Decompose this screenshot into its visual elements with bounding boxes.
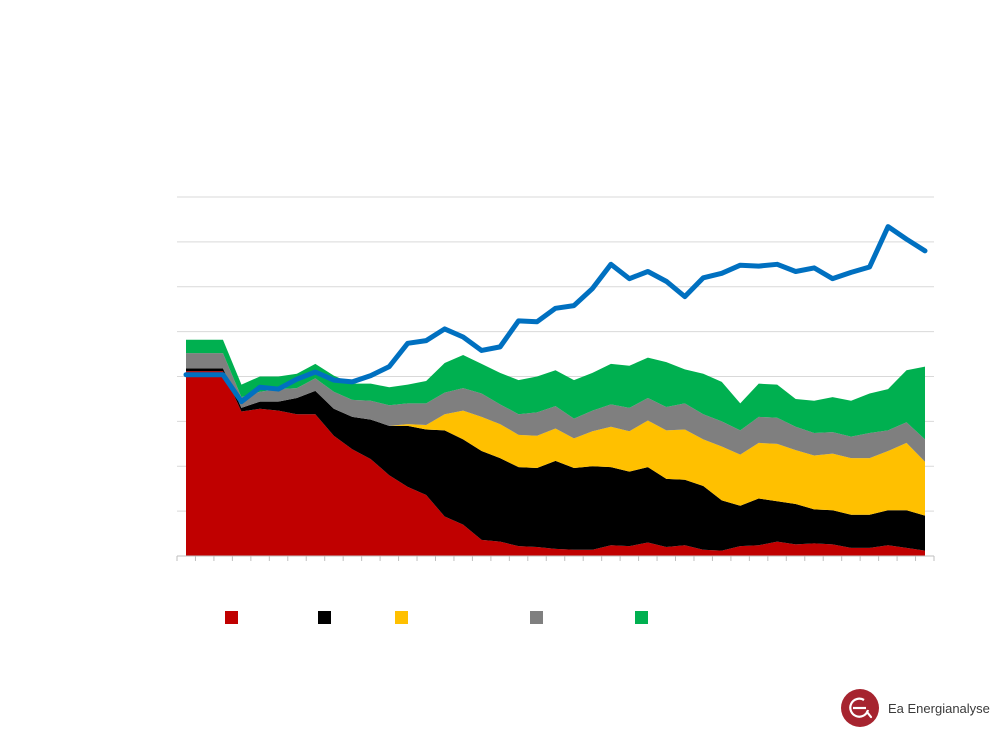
legend [225, 611, 648, 624]
area-series-3 [186, 368, 925, 516]
brand-name: Ea Energianalyse [888, 700, 990, 716]
legend-swatch-4 [530, 611, 543, 624]
brand-logo: Ea Energianalyse [840, 688, 990, 728]
legend-swatch-5 [635, 611, 648, 624]
area-series-5 [186, 339, 925, 440]
legend-swatch-2 [318, 611, 331, 624]
stacked-areas [186, 339, 925, 556]
line-series [183, 224, 928, 405]
area-series-2 [186, 368, 925, 551]
area-series-1 [186, 371, 925, 556]
area-series-4 [186, 353, 925, 462]
line-series-path [183, 224, 928, 405]
ea-logo-icon [841, 689, 879, 727]
x-axis [176, 555, 935, 561]
legend-swatch-1 [225, 611, 238, 624]
legend-swatch-3 [395, 611, 408, 624]
